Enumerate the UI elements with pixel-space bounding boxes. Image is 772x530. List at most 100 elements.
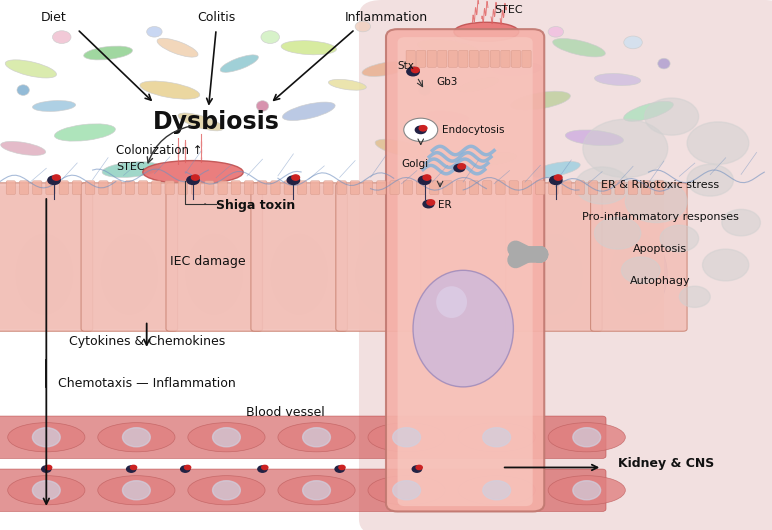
FancyBboxPatch shape [506, 183, 602, 331]
FancyBboxPatch shape [430, 181, 439, 195]
Circle shape [415, 126, 426, 134]
Ellipse shape [5, 60, 56, 78]
Circle shape [127, 466, 136, 472]
Circle shape [423, 200, 434, 208]
FancyBboxPatch shape [336, 183, 432, 331]
Ellipse shape [510, 91, 571, 110]
Ellipse shape [283, 102, 335, 120]
FancyBboxPatch shape [456, 181, 466, 195]
Ellipse shape [611, 234, 667, 314]
Circle shape [393, 481, 421, 500]
FancyBboxPatch shape [178, 181, 188, 195]
Ellipse shape [328, 80, 367, 90]
FancyBboxPatch shape [6, 181, 15, 195]
Ellipse shape [454, 22, 519, 41]
Ellipse shape [426, 111, 469, 122]
Ellipse shape [278, 476, 355, 505]
Circle shape [482, 428, 510, 447]
Circle shape [191, 175, 199, 180]
Circle shape [303, 481, 330, 500]
FancyBboxPatch shape [417, 50, 426, 67]
Circle shape [660, 225, 699, 252]
Circle shape [703, 249, 749, 281]
Circle shape [32, 481, 60, 500]
Ellipse shape [531, 162, 581, 178]
Text: Apoptosis: Apoptosis [633, 244, 687, 254]
Text: STEC: STEC [494, 5, 523, 15]
Text: Dysbiosis: Dysbiosis [153, 110, 279, 134]
Circle shape [722, 209, 760, 236]
Circle shape [393, 428, 421, 447]
Ellipse shape [418, 40, 478, 56]
Circle shape [679, 286, 710, 307]
FancyBboxPatch shape [86, 181, 95, 195]
Ellipse shape [458, 423, 535, 452]
FancyBboxPatch shape [406, 50, 415, 67]
FancyBboxPatch shape [165, 181, 174, 195]
Circle shape [554, 175, 562, 180]
Text: Colitis: Colitis [197, 11, 235, 24]
FancyBboxPatch shape [591, 183, 687, 331]
Ellipse shape [658, 58, 670, 69]
Circle shape [621, 257, 660, 284]
Ellipse shape [368, 476, 445, 505]
Circle shape [32, 428, 60, 447]
Circle shape [42, 466, 51, 472]
Text: ER: ER [438, 200, 452, 210]
FancyBboxPatch shape [615, 181, 625, 195]
FancyBboxPatch shape [310, 181, 320, 195]
Ellipse shape [83, 46, 133, 60]
FancyBboxPatch shape [421, 183, 517, 331]
Circle shape [212, 428, 240, 447]
Ellipse shape [436, 286, 467, 318]
FancyBboxPatch shape [138, 181, 147, 195]
Circle shape [418, 176, 431, 184]
FancyBboxPatch shape [482, 181, 492, 195]
FancyBboxPatch shape [386, 29, 544, 511]
FancyBboxPatch shape [377, 181, 386, 195]
Ellipse shape [143, 161, 243, 184]
Circle shape [412, 466, 422, 472]
Ellipse shape [140, 81, 200, 99]
Ellipse shape [16, 234, 73, 314]
FancyBboxPatch shape [443, 181, 452, 195]
Text: Diet: Diet [41, 11, 67, 24]
FancyBboxPatch shape [152, 181, 161, 195]
Ellipse shape [101, 234, 157, 314]
Circle shape [419, 126, 427, 131]
Text: Stx: Stx [398, 61, 415, 71]
Ellipse shape [278, 423, 355, 452]
Ellipse shape [52, 31, 71, 43]
FancyBboxPatch shape [490, 50, 499, 67]
FancyBboxPatch shape [323, 181, 333, 195]
Circle shape [258, 466, 267, 472]
Ellipse shape [188, 423, 265, 452]
FancyBboxPatch shape [601, 181, 611, 195]
Ellipse shape [157, 38, 198, 57]
Text: Colonization ↑: Colonization ↑ [116, 144, 202, 157]
FancyBboxPatch shape [284, 181, 293, 195]
Circle shape [573, 481, 601, 500]
FancyBboxPatch shape [549, 181, 558, 195]
Circle shape [625, 180, 687, 223]
FancyBboxPatch shape [469, 181, 479, 195]
Circle shape [416, 465, 422, 470]
FancyBboxPatch shape [0, 186, 664, 329]
Ellipse shape [271, 234, 327, 314]
Ellipse shape [355, 21, 371, 32]
Text: Endocytosis: Endocytosis [442, 125, 504, 135]
FancyBboxPatch shape [258, 181, 267, 195]
FancyBboxPatch shape [46, 181, 55, 195]
Ellipse shape [493, 63, 542, 75]
FancyBboxPatch shape [364, 181, 373, 195]
FancyBboxPatch shape [479, 50, 489, 67]
Ellipse shape [281, 41, 337, 55]
Text: Autophagy: Autophagy [630, 276, 690, 286]
FancyBboxPatch shape [459, 50, 468, 67]
FancyBboxPatch shape [359, 0, 772, 530]
Circle shape [185, 465, 191, 470]
Ellipse shape [594, 74, 641, 85]
Ellipse shape [186, 234, 242, 314]
FancyBboxPatch shape [588, 181, 598, 195]
Ellipse shape [178, 113, 223, 131]
